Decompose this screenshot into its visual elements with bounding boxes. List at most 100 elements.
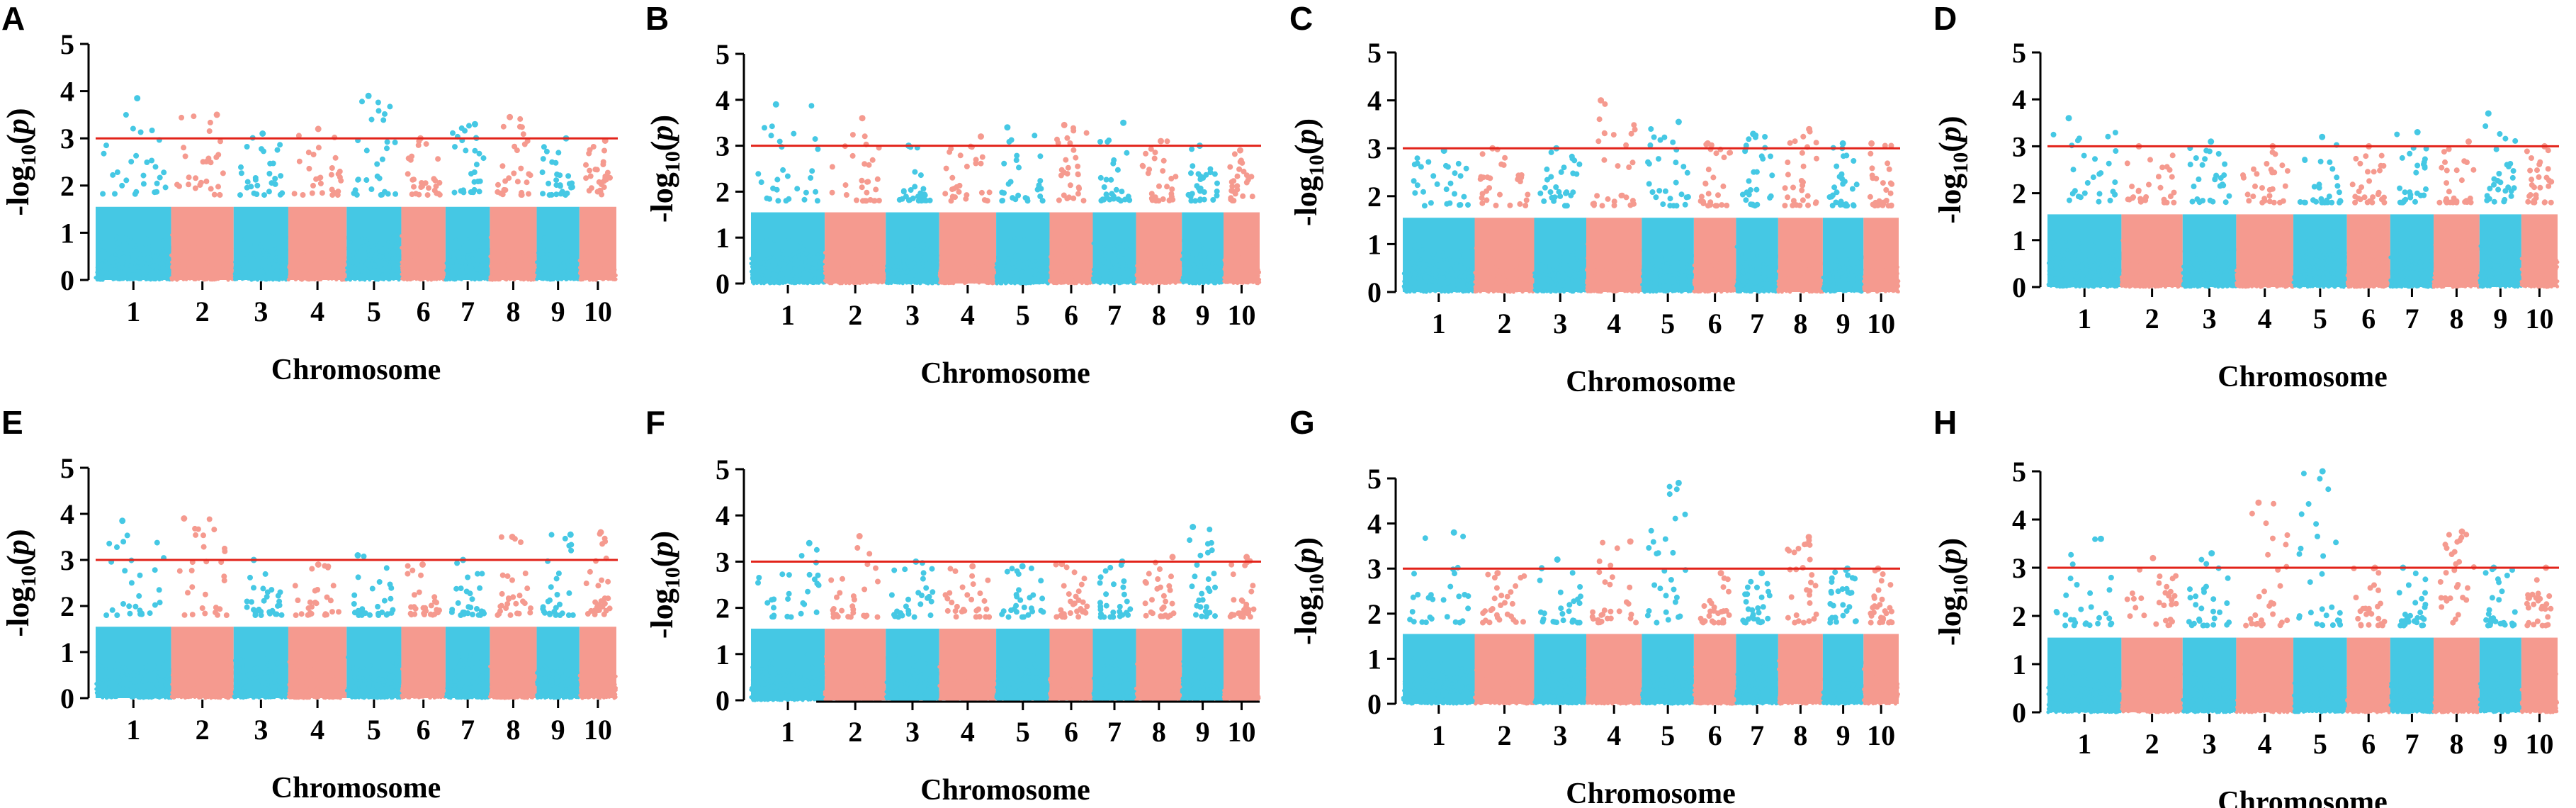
snp-cloud-1: [1401, 656, 1476, 706]
panel-h: H 0 1 2 3 4 5 1 2 3 4 5 6 7 8 9 10 Chromosome -log10(p): [1933, 404, 2560, 808]
x-tick-label: 6: [2361, 728, 2376, 760]
x-tick-label: 9: [1836, 308, 1851, 340]
snp-peak-points-4: [1589, 538, 1639, 626]
snp-cloud-5: [1640, 247, 1695, 294]
x-tick-label: 6: [1064, 299, 1078, 331]
snp-peak-points-4: [942, 563, 993, 620]
y-tick-label: 1: [2012, 649, 2026, 680]
snp-cloud-1: [2046, 663, 2123, 714]
x-tick-label: 2: [2145, 728, 2159, 760]
x-tick-label: 10: [1228, 299, 1256, 331]
snp-cloud-4: [1585, 242, 1644, 294]
y-tick-label: 5: [1367, 37, 1382, 69]
y-axis-title: -log10(p): [1289, 118, 1328, 226]
x-tick-label: 3: [905, 299, 920, 331]
y-axis-title: -log10(p): [1, 529, 40, 636]
snp-peak-points-7: [1739, 130, 1775, 209]
snp-peak-points-5: [351, 92, 399, 198]
snp-cloud-7: [1091, 240, 1138, 286]
y-tick-label: 4: [716, 500, 730, 532]
snp-peak-points-2: [828, 533, 881, 620]
snp-cloud-9: [2478, 671, 2524, 714]
snp-peak-points-1: [2050, 115, 2119, 205]
y-tick-label: 1: [2012, 225, 2026, 257]
x-tick-label: 2: [1498, 308, 1512, 340]
y-tick-label: 5: [716, 38, 730, 70]
snp-cloud-6: [2345, 240, 2393, 289]
x-tick-label: 5: [1016, 299, 1030, 331]
snp-peak-points-9: [1185, 142, 1220, 204]
snp-peak-points-5: [999, 563, 1046, 620]
snp-peak-points-2: [2124, 142, 2177, 206]
x-tick-label: 1: [2077, 303, 2091, 335]
snp-peak-points-1: [755, 539, 822, 620]
y-tick-label: 4: [60, 498, 74, 530]
x-tick-label: 9: [2493, 303, 2507, 335]
x-tick-label: 7: [1107, 299, 1122, 331]
snp-peak-points-8: [1782, 125, 1819, 209]
x-tick-label: 6: [2361, 303, 2376, 335]
panel-c: C 0 1 2 3 4 5 1 2 3 4 5 6 7 8 9 10 Chromosome -log10(p): [1289, 0, 1901, 398]
snp-peak-points-7: [1740, 570, 1773, 626]
y-tick-label: 2: [716, 176, 730, 208]
snp-cloud-9: [2478, 239, 2524, 289]
snp-cloud-10: [1222, 237, 1262, 286]
snp-cloud-10: [1221, 653, 1261, 702]
x-tick-label: 5: [1661, 719, 1675, 751]
x-tick-label: 2: [848, 299, 862, 331]
x-axis-title: Chromosome: [2218, 786, 2388, 808]
snp-cloud-4: [286, 651, 349, 700]
snp-peak-points-4: [942, 133, 993, 204]
x-tick-label: 2: [196, 296, 210, 327]
x-tick-label: 9: [551, 296, 565, 327]
snp-peak-points-9: [1826, 140, 1860, 209]
snp-peak-points-2: [829, 115, 882, 204]
x-tick-label: 2: [1498, 719, 1512, 751]
y-tick-label: 3: [2012, 130, 2026, 162]
snp-peak-points-3: [237, 130, 286, 198]
x-tick-label: 8: [2449, 728, 2463, 760]
x-tick-label: 1: [1432, 719, 1446, 751]
snp-peak-points-6: [1053, 561, 1090, 620]
y-tick-label: 0: [716, 685, 730, 717]
snp-peak-points-2: [176, 515, 230, 618]
snp-peak-points-9: [1187, 524, 1218, 619]
snp-cloud-1: [2046, 238, 2123, 289]
snp-cloud-9: [535, 235, 582, 282]
snp-cloud-2: [2119, 238, 2184, 289]
x-tick-label: 10: [1228, 716, 1256, 748]
snp-peak-points-10: [2524, 564, 2554, 629]
snp-peak-points-9: [2482, 110, 2519, 205]
snp-cloud-8: [2431, 239, 2482, 289]
x-tick-label: 4: [310, 296, 324, 327]
y-tick-label: 2: [1367, 598, 1382, 630]
x-tick-label: 5: [367, 714, 381, 746]
snp-peak-points-8: [2436, 138, 2477, 206]
snp-cloud-3: [2181, 243, 2238, 289]
snp-peak-points-2: [1480, 570, 1527, 626]
x-tick-label: 3: [1553, 719, 1567, 751]
snp-peak-points-10: [1227, 147, 1255, 204]
snp-peak-points-6: [2349, 142, 2388, 206]
snp-peak-points-8: [1142, 554, 1177, 620]
y-tick-label: 4: [2012, 84, 2026, 116]
snp-points: [94, 515, 618, 700]
snp-cloud-7: [2388, 662, 2435, 714]
y-tick-label: 3: [1367, 133, 1382, 164]
x-tick-label: 8: [2449, 303, 2463, 335]
y-tick-label: 2: [60, 590, 74, 622]
y-tick-label: 1: [60, 636, 74, 668]
y-tick-label: 0: [716, 268, 730, 300]
snp-points: [2046, 468, 2560, 714]
snp-cloud-6: [1047, 236, 1095, 286]
snp-peak-points-10: [1867, 140, 1895, 209]
snp-peak-points-1: [103, 517, 167, 618]
snp-cloud-5: [1640, 656, 1695, 706]
x-tick-label: 8: [506, 296, 520, 327]
snp-peak-points-7: [448, 556, 487, 618]
y-tick-label: 4: [1367, 85, 1382, 117]
snp-cloud-8: [1134, 238, 1184, 286]
y-axis-title: -log10(p): [645, 115, 684, 223]
panel-letter: F: [645, 404, 665, 441]
y-tick-label: 3: [60, 123, 74, 155]
